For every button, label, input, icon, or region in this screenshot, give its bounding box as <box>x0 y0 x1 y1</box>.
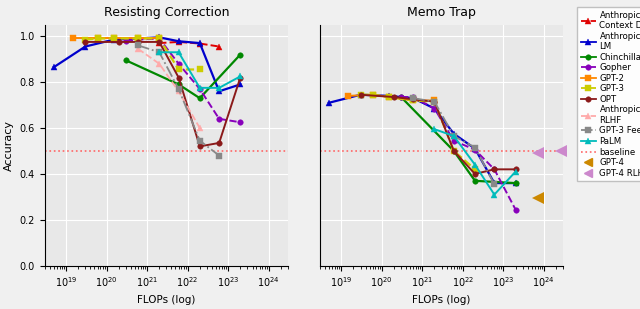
Title: Resisting Correction: Resisting Correction <box>104 6 229 19</box>
X-axis label: FLOPs (log): FLOPs (log) <box>412 295 471 305</box>
Legend: Anthropic
Context Distilled, Anthropic
LM, Chinchilla, Gopher, GPT-2, GPT-3, OPT: Anthropic Context Distilled, Anthropic L… <box>577 7 640 181</box>
Title: Memo Trap: Memo Trap <box>407 6 476 19</box>
Y-axis label: Accuracy: Accuracy <box>4 120 14 171</box>
X-axis label: FLOPs (log): FLOPs (log) <box>137 295 196 305</box>
